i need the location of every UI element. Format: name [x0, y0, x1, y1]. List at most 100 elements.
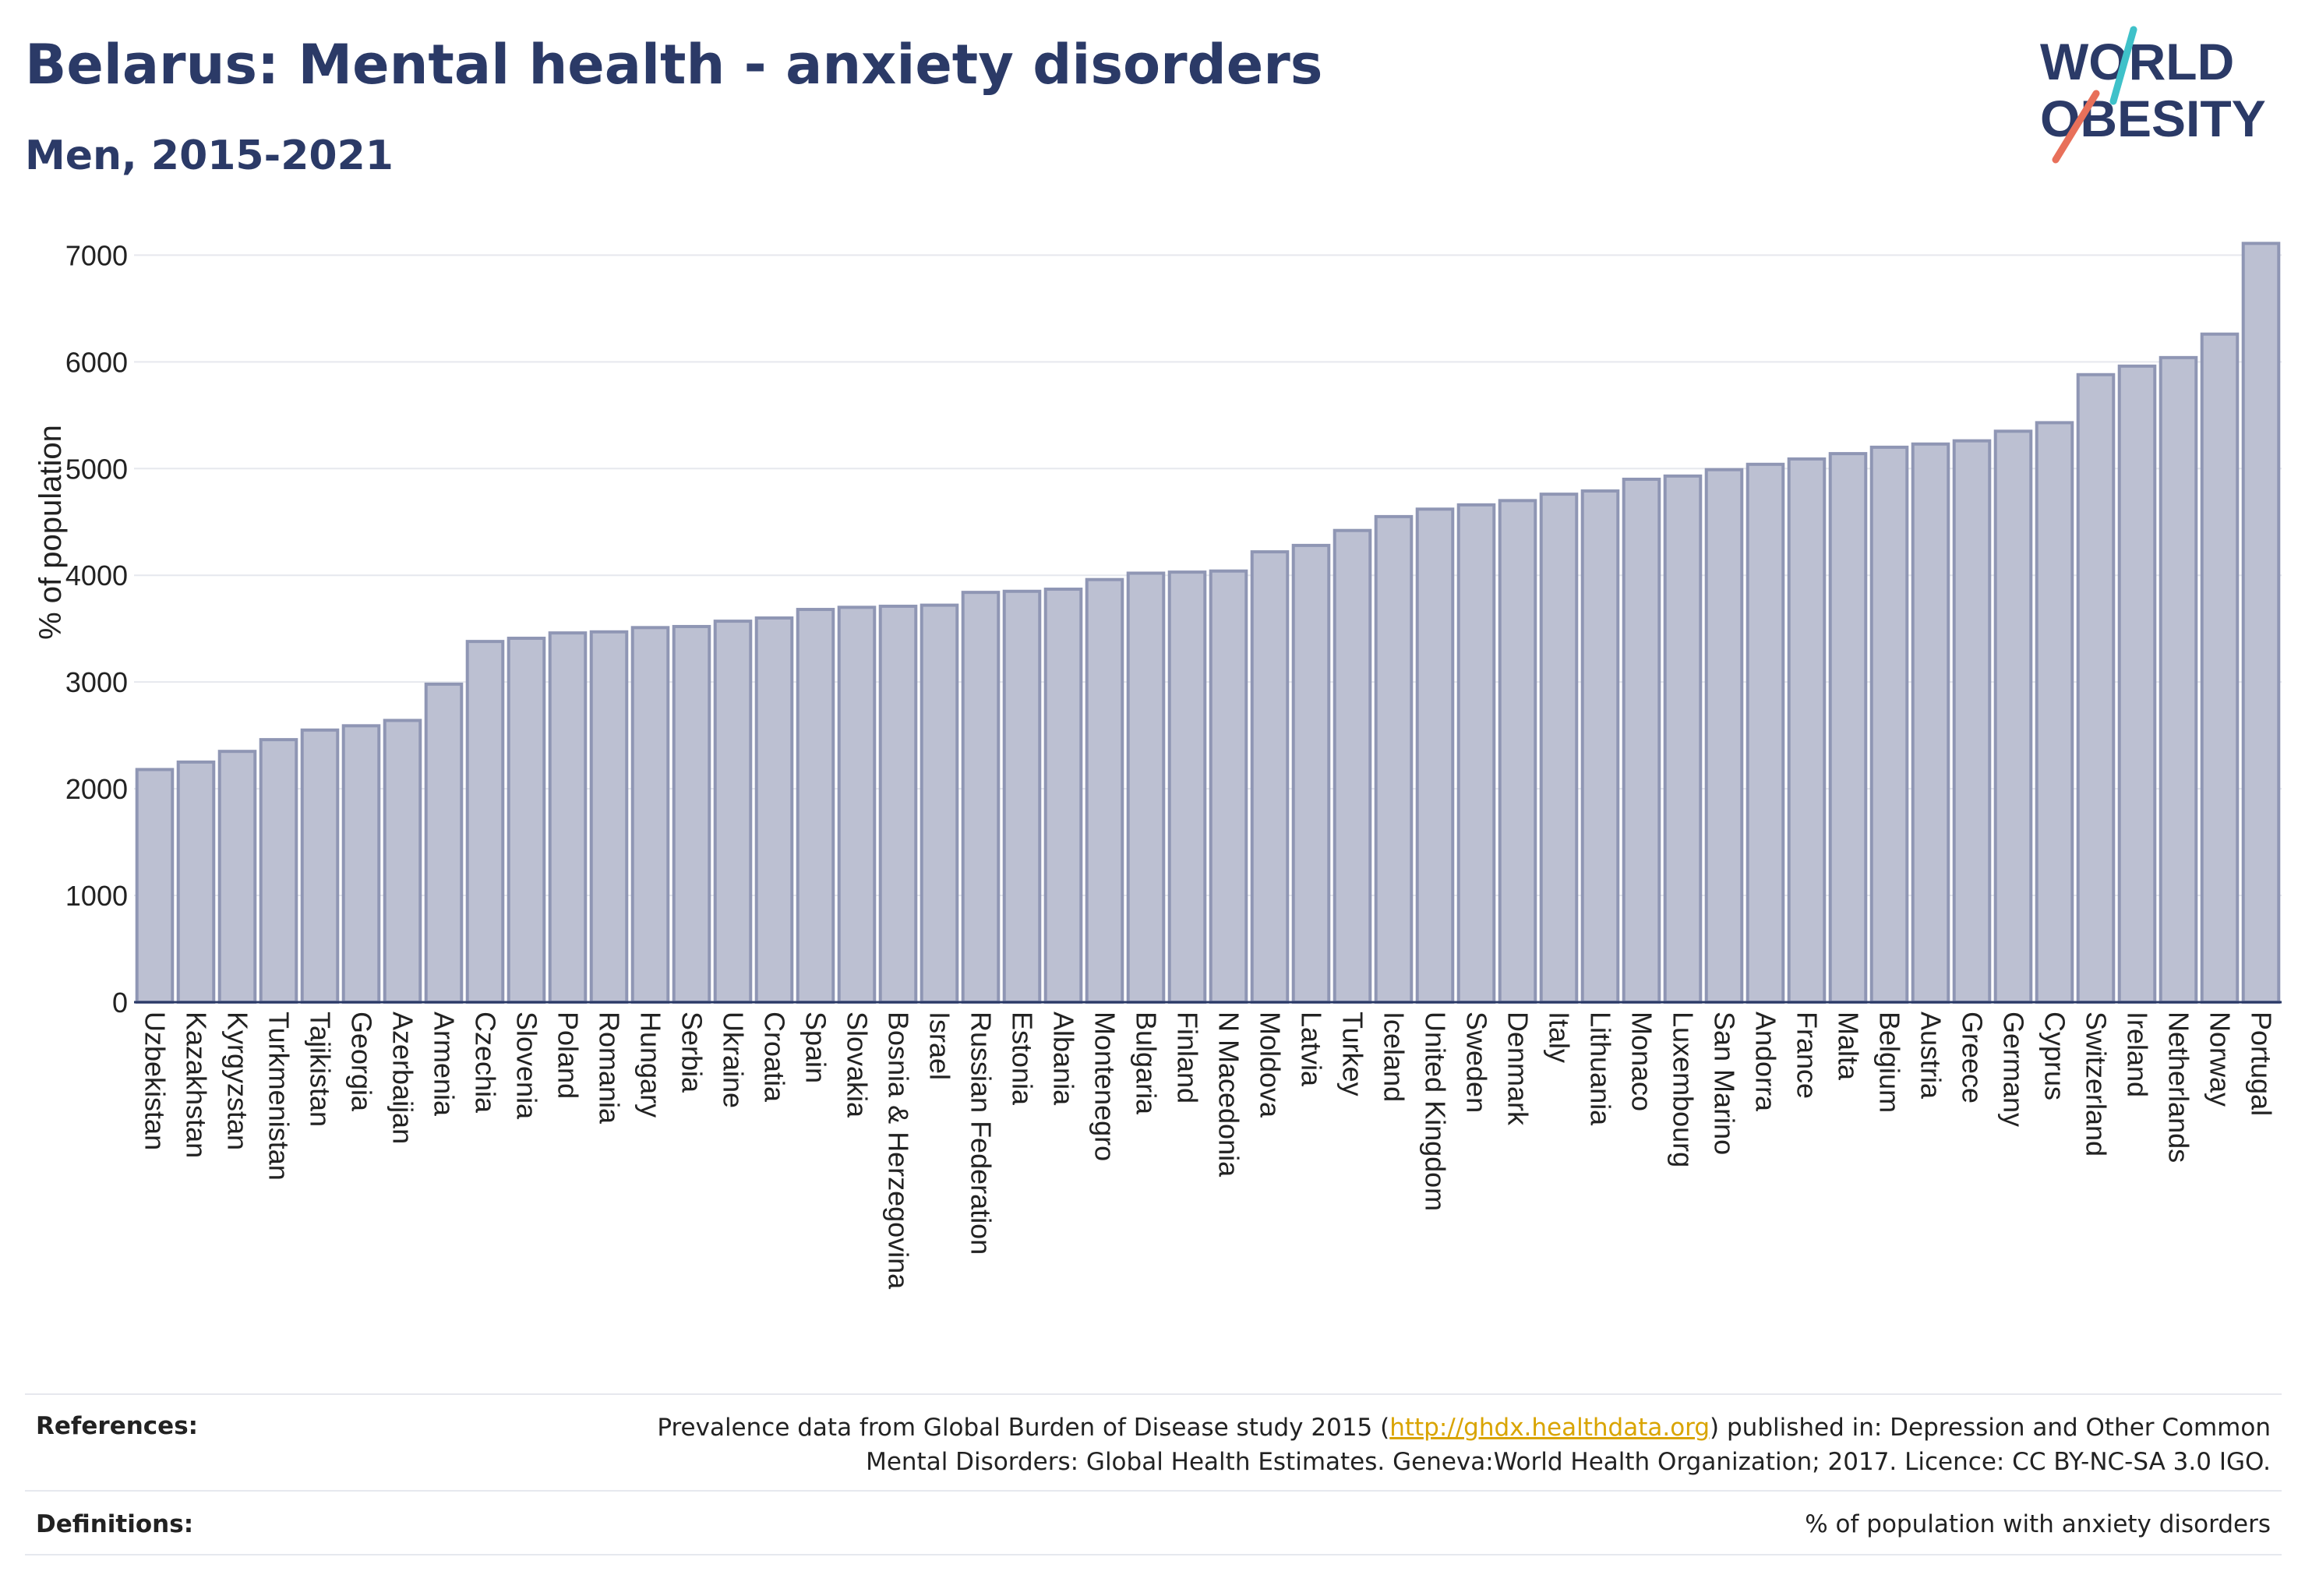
x-tick-label: Denmark	[1502, 1012, 1534, 1126]
x-tick-label: Switzerland	[2081, 1012, 2113, 1156]
bar	[548, 631, 588, 1005]
bar	[2117, 364, 2157, 1004]
bar	[1622, 477, 1661, 1004]
x-tick-label: Lithuania	[1585, 1012, 1617, 1126]
bar	[2241, 242, 2281, 1004]
x-tick-label: Montenegro	[1089, 1012, 1121, 1161]
x-tick-label: Russian Federation	[965, 1012, 997, 1255]
bar	[300, 728, 340, 1005]
x-tick-label: Estonia	[1007, 1012, 1039, 1106]
bar	[837, 606, 877, 1004]
bar	[176, 760, 216, 1004]
bar	[1209, 569, 1248, 1004]
y-axis-label: % of population	[34, 425, 68, 640]
x-tick-label: United Kingdom	[1420, 1012, 1452, 1211]
bar	[630, 626, 670, 1004]
bar	[1993, 429, 2033, 1004]
bar	[1415, 507, 1455, 1004]
x-tick-label: Greece	[1957, 1012, 1989, 1103]
bar	[1828, 452, 1868, 1004]
divider-top	[25, 1393, 2282, 1395]
bar	[1126, 571, 1166, 1004]
bar	[1002, 589, 1042, 1004]
x-tick-label: Ireland	[2122, 1012, 2154, 1097]
bar	[1580, 489, 1620, 1004]
references-line1-pre: Prevalence data from Global Burden of Di…	[657, 1414, 1390, 1442]
bar	[796, 608, 835, 1004]
x-tick-label: Belgium	[1874, 1012, 1906, 1113]
bar	[1952, 439, 1992, 1004]
bar	[1374, 514, 1414, 1004]
logo-slash-teal	[2109, 26, 2137, 105]
x-tick-label: N Macedonia	[1213, 1012, 1245, 1178]
references-text: Prevalence data from Global Burden of Di…	[657, 1411, 2271, 1479]
references-row: References: Prevalence data from Global …	[25, 1412, 2282, 1490]
x-tick-label: Germany	[1998, 1012, 2030, 1127]
bar	[507, 637, 546, 1005]
y-tick-label: 2000	[65, 773, 128, 805]
bar	[2200, 332, 2240, 1004]
bar	[1704, 468, 1744, 1004]
logo-line1: WORLD	[2040, 33, 2234, 90]
x-tick-label: Austria	[1915, 1012, 1947, 1100]
references-label: References:	[36, 1412, 199, 1440]
bar	[341, 724, 381, 1004]
x-tick-label: Albania	[1048, 1012, 1080, 1106]
x-tick-label: Azerbaijan	[387, 1012, 419, 1144]
x-tick-label: Kazakhstan	[181, 1012, 213, 1158]
bar	[1787, 457, 1827, 1004]
definitions-label: Definitions:	[36, 1510, 194, 1538]
x-tick-label: Italy	[1544, 1012, 1576, 1063]
bar	[920, 603, 959, 1004]
references-line2: Mental Disorders: Global Health Estimate…	[866, 1448, 2271, 1476]
bar	[2159, 355, 2198, 1005]
x-tick-label: Israel	[924, 1012, 956, 1080]
y-tick-labels: 0 1000 2000 3000 4000 5000 6000 7000	[65, 239, 128, 1019]
page-subtitle: Men, 2015-2021	[25, 132, 394, 179]
page-title: Belarus: Mental health - anxiety disorde…	[25, 33, 1323, 97]
bar-chart: 0 1000 2000 3000 4000 5000 6000 7000 Uzbekistan…	[34, 239, 2282, 1290]
x-tick-label: Moldova	[1255, 1012, 1287, 1118]
x-tick-label: Georgia	[346, 1012, 378, 1112]
x-tick-label: Poland	[552, 1012, 584, 1099]
y-tick-label: 6000	[65, 346, 128, 378]
x-tick-label: Sweden	[1461, 1012, 1493, 1113]
x-tick-label: Turkmenistan	[263, 1012, 295, 1181]
x-tick-label: Luxembourg	[1668, 1012, 1700, 1167]
x-tick-label: Turkey	[1337, 1012, 1369, 1096]
bar	[1085, 577, 1124, 1004]
x-tick-label: Malta	[1833, 1012, 1865, 1081]
x-tick-label: Bosnia & Herzegovina	[883, 1012, 915, 1290]
x-tick-label: Slovenia	[511, 1012, 543, 1120]
bar	[1291, 543, 1331, 1004]
bars	[135, 242, 2281, 1005]
x-tick-label: Hungary	[635, 1012, 667, 1118]
bar	[1663, 474, 1703, 1004]
references-link[interactable]: http://ghdx.healthdata.org	[1389, 1414, 1710, 1442]
bar	[713, 620, 753, 1004]
y-tick-label: 3000	[65, 666, 128, 698]
x-tick-label: Tajikistan	[305, 1012, 337, 1127]
bar	[1911, 442, 1950, 1004]
y-tick-label: 5000	[65, 453, 128, 485]
definitions-text: % of population with anxiety disorders	[1805, 1510, 2271, 1538]
bar	[1539, 493, 1579, 1004]
bar	[1167, 570, 1207, 1004]
bar	[135, 768, 175, 1004]
world-obesity-logo: WORLD OBESITY	[2040, 26, 2266, 164]
bar	[465, 640, 505, 1005]
bar	[1746, 462, 1785, 1004]
bar	[961, 591, 1001, 1004]
bar	[383, 719, 422, 1004]
x-tick-label: Portugal	[2246, 1012, 2278, 1116]
bar	[589, 630, 629, 1005]
bar	[1869, 445, 1909, 1004]
x-tick-label: Armenia	[429, 1012, 461, 1117]
bar	[1333, 528, 1372, 1004]
bar	[2076, 373, 2116, 1004]
x-tick-label: Norway	[2204, 1012, 2236, 1107]
bar	[1043, 588, 1083, 1004]
bar	[2035, 421, 2074, 1004]
bar	[672, 624, 711, 1004]
y-tick-label: 4000	[65, 560, 128, 591]
